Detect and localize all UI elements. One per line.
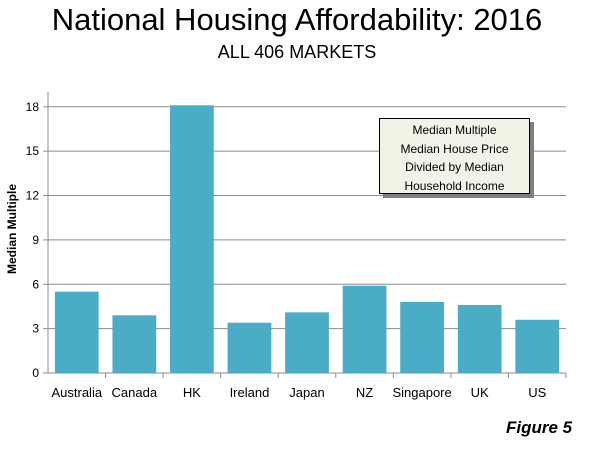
y-tick-label: 15 (26, 144, 40, 158)
bar (285, 312, 329, 373)
x-tick-label: US (528, 385, 546, 400)
bar (112, 315, 157, 373)
annotation-box: Median Multiple Median House Price Divid… (379, 118, 530, 194)
bar (400, 302, 444, 373)
x-tick-label: NZ (356, 385, 373, 400)
annotation-line: Median Multiple (412, 123, 497, 137)
x-tick-label: HK (183, 385, 201, 400)
y-tick-label: 18 (26, 100, 40, 114)
chart-subtitle: ALL 406 MARKETS (217, 42, 377, 62)
annotation-line: Median House Price (400, 141, 509, 156)
bar (54, 291, 99, 373)
x-tick-label: Canada (112, 385, 158, 400)
bar (342, 285, 387, 373)
x-tick-label: Australia (51, 385, 102, 400)
y-tick-label: 12 (26, 189, 40, 203)
x-tick-label: Singapore (392, 385, 451, 400)
bar (515, 319, 560, 373)
x-tick-label: Japan (289, 385, 324, 400)
bar (457, 304, 502, 373)
bar (170, 105, 214, 374)
y-tick-label: 3 (32, 322, 39, 336)
y-tick-label: 6 (32, 277, 39, 291)
x-tick-label: UK (471, 385, 489, 400)
figure-label: Figure 5 (506, 418, 573, 437)
x-tick-label: Ireland (230, 385, 270, 400)
chart-title: National Housing Affordability: 2016 (51, 2, 543, 37)
bar (227, 322, 272, 373)
annotation-line: Divided by Median (405, 160, 504, 174)
annotation-line: Household Income (404, 178, 505, 193)
y-tick-label: 0 (32, 366, 39, 380)
y-tick-label: 9 (32, 233, 39, 247)
